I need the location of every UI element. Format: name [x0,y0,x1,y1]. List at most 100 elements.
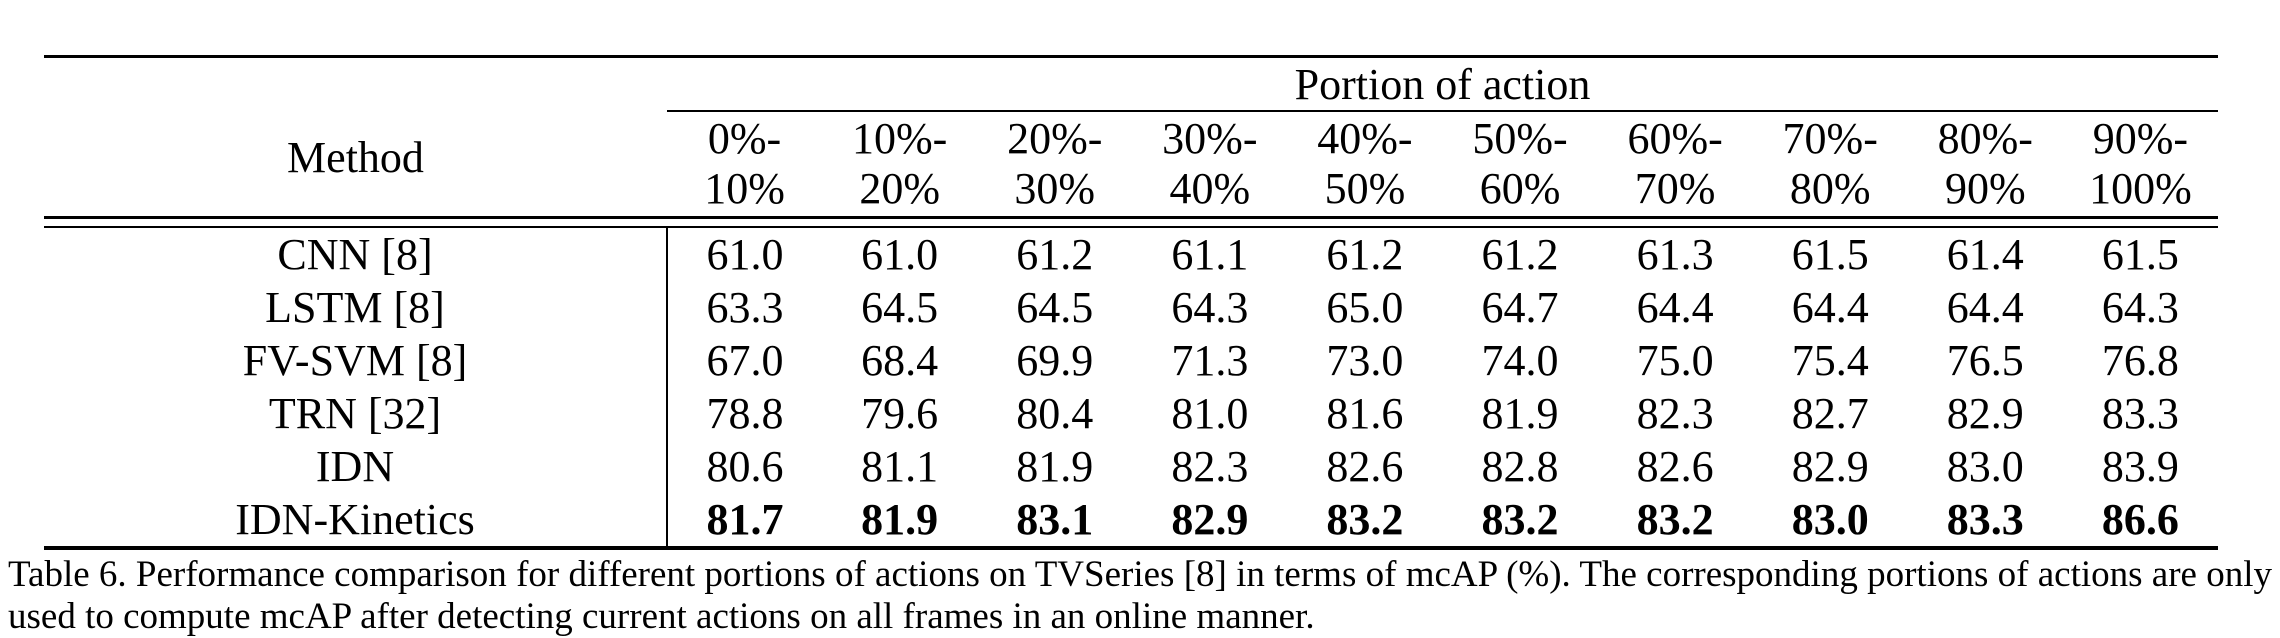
portion-of-action-group-header: Portion of action [667,56,2218,112]
value-cell: 65.0 [1326,283,1404,332]
portion-range-end: 100% [2089,164,2192,213]
portion-range-end: 10% [704,164,785,213]
value-cell: 78.8 [706,389,784,438]
value-cell: 73.0 [1326,336,1404,385]
value-cell: 82.3 [1171,442,1249,491]
value-cell: 61.5 [1791,230,1869,279]
table-body: CNN [8] 61.0 61.0 61.2 61.1 61.2 61.2 61.3 61.5 6… [44,216,2218,548]
portion-column-header: 90%- 100% [2063,111,2218,218]
value-cell: 61.2 [1326,230,1404,279]
value-cell: 86.6 [2101,495,2179,544]
method-cell: TRN [32] [44,387,668,440]
value-cell: 61.3 [1636,230,1714,279]
value-cell: 68.4 [861,336,939,385]
value-cell: 61.0 [861,230,939,279]
portion-range-end: 70% [1634,164,1716,213]
method-cell: FV-SVM [8] [44,334,668,387]
portion-column-header: 50%- 60% [1442,111,1597,218]
value-cell: 81.9 [861,495,939,544]
portion-range-end: 80% [1789,164,1871,213]
value-cell: 83.3 [1946,495,2024,544]
portion-column-header: 70%- 80% [1753,111,1908,218]
value-cell: 83.3 [2101,389,2179,438]
value-cell: 82.6 [1636,442,1714,491]
value-cell: 69.9 [1016,336,1094,385]
table-header: Method Portion of action 0%- 10% 10%- 20% 20… [44,56,2218,218]
value-cell: 61.1 [1171,230,1249,279]
value-cell: 83.2 [1636,495,1714,544]
portion-range-start: 60%- [1627,114,1723,163]
portion-range-end: 60% [1479,164,1561,213]
value-cell: 75.4 [1791,336,1869,385]
method-cell: CNN [8] [44,227,668,281]
double-rule-line [44,216,2218,228]
value-cell: 74.0 [1481,336,1559,385]
value-cell: 83.0 [1946,442,2024,491]
value-cell: 61.4 [1946,230,2024,279]
value-cell: 82.7 [1791,389,1869,438]
value-cell: 83.2 [1481,495,1559,544]
method-cell: LSTM [8] [44,281,668,334]
portion-range-start: 0%- [707,114,782,163]
value-cell: 71.3 [1171,336,1249,385]
group-header-row: Method Portion of action [44,56,2218,182]
method-cell: IDN [44,440,668,493]
value-cell: 81.7 [706,495,784,544]
table-row: CNN [8] 61.0 61.0 61.2 61.1 61.2 61.2 61.3 61.5 6… [44,227,2218,281]
value-cell: 83.1 [1016,495,1094,544]
column-header-row: 0%- 10% 10%- 20% 20%- 30% 30%- 40% 40%- 50% 50%- 60… [44,111,2218,218]
portion-range-start: 30%- [1162,114,1258,163]
portion-column-header: 40%- 50% [1287,111,1442,218]
value-cell: 81.6 [1326,389,1404,438]
value-cell: 64.4 [1636,283,1714,332]
value-cell: 82.9 [1946,389,2024,438]
value-cell: 82.9 [1171,495,1249,544]
value-cell: 81.0 [1171,389,1249,438]
portion-range-start: 90%- [2092,114,2189,163]
portion-column-header: 10%- 20% [822,111,977,218]
value-cell: 61.0 [706,230,784,279]
value-cell: 82.9 [1791,442,1869,491]
value-cell: 83.9 [2101,442,2179,491]
value-cell: 80.6 [706,442,784,491]
value-cell: 81.1 [861,442,939,491]
portion-range-start: 20%- [1007,114,1103,163]
value-cell: 64.4 [1946,283,2024,332]
value-cell: 81.9 [1016,442,1094,491]
value-cell: 63.3 [706,283,784,332]
portion-column-header: 0%- 10% [667,111,822,218]
table-row: FV-SVM [8] 67.0 68.4 69.9 71.3 73.0 74.0 75.0 75… [44,334,2218,387]
value-cell: 61.2 [1016,230,1094,279]
value-cell: 79.6 [861,389,939,438]
value-cell: 83.0 [1791,495,1869,544]
table-caption: Table 6. Performance comparison for diff… [8,554,2272,637]
value-cell: 64.7 [1481,283,1559,332]
portion-range-start: 40%- [1317,114,1413,163]
portion-range-end: 30% [1014,164,1096,213]
portion-column-header: 20%- 30% [977,111,1132,218]
table-row: IDN-Kinetics 81.7 81.9 83.1 82.9 83.2 83.2 83.2… [44,493,2218,548]
portion-column-header: 60%- 70% [1598,111,1753,218]
portion-range-end: 90% [1944,164,2026,213]
portion-column-header: 30%- 40% [1132,111,1287,218]
value-cell: 64.5 [861,283,939,332]
value-cell: 64.3 [1171,283,1249,332]
portion-range-end: 20% [859,164,940,213]
value-cell: 82.3 [1636,389,1714,438]
value-cell: 81.9 [1481,389,1559,438]
results-table: Method Portion of action 0%- 10% 10%- 20% 20… [44,55,2218,550]
value-cell: 64.5 [1016,283,1094,332]
value-cell: 83.2 [1326,495,1404,544]
portion-range-start: 80%- [1937,114,2033,163]
table-row: TRN [32] 78.8 79.6 80.4 81.0 81.6 81.9 82.3 82.7… [44,387,2218,440]
value-cell: 76.8 [2101,336,2179,385]
table-row: IDN 80.6 81.1 81.9 82.3 82.6 82.8 82.6 82.9 83.0 8… [44,440,2218,493]
portion-range-start: 50%- [1472,114,1568,163]
portion-range-start: 70%- [1782,114,1878,163]
method-cell: IDN-Kinetics [44,493,668,548]
table-wrap: Method Portion of action 0%- 10% 10%- 20% 20… [44,55,2218,550]
value-cell: 61.5 [2101,230,2179,279]
value-cell: 76.5 [1946,336,2024,385]
portion-range-end: 50% [1324,164,1406,213]
